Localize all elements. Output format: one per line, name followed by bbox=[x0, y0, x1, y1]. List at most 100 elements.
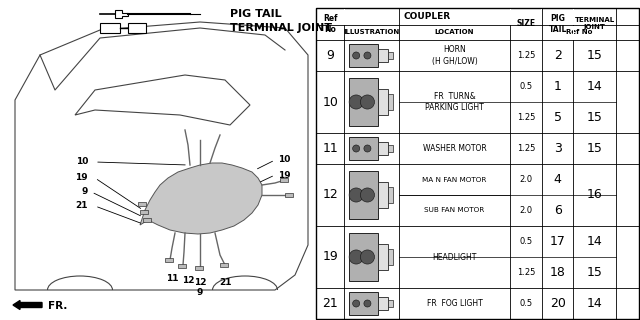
Circle shape bbox=[360, 250, 374, 264]
Text: 2: 2 bbox=[554, 49, 561, 62]
Text: 10: 10 bbox=[278, 156, 291, 164]
Text: 15: 15 bbox=[587, 49, 603, 62]
Text: SIZE: SIZE bbox=[516, 20, 536, 28]
Text: TERMINAL JOINT: TERMINAL JOINT bbox=[230, 23, 332, 33]
Text: 14: 14 bbox=[587, 80, 603, 93]
Text: ILLUSTRATION: ILLUSTRATION bbox=[344, 29, 400, 36]
Text: 11: 11 bbox=[166, 274, 179, 283]
Text: 9: 9 bbox=[326, 49, 334, 62]
Text: 17: 17 bbox=[550, 235, 566, 248]
Text: 19: 19 bbox=[76, 173, 88, 182]
Circle shape bbox=[364, 300, 371, 307]
Bar bbox=[388, 52, 393, 60]
Text: 15: 15 bbox=[587, 142, 603, 155]
Text: 19: 19 bbox=[323, 251, 338, 263]
Bar bbox=[349, 172, 378, 219]
Text: 1: 1 bbox=[554, 80, 561, 93]
Polygon shape bbox=[140, 163, 262, 234]
Text: 10: 10 bbox=[76, 157, 88, 166]
Text: 0.5: 0.5 bbox=[520, 299, 532, 308]
Text: 1.25: 1.25 bbox=[516, 268, 535, 277]
Text: COUPLER: COUPLER bbox=[404, 12, 451, 21]
Text: 9: 9 bbox=[82, 188, 88, 196]
Circle shape bbox=[349, 95, 364, 109]
Bar bbox=[349, 78, 378, 125]
Bar bbox=[100, 23, 120, 33]
Text: PIG TAIL: PIG TAIL bbox=[230, 9, 282, 19]
Text: 2.0: 2.0 bbox=[520, 175, 532, 184]
Text: 5: 5 bbox=[554, 111, 562, 124]
Bar bbox=[388, 249, 393, 265]
Bar bbox=[378, 142, 388, 155]
Bar bbox=[388, 145, 393, 152]
Text: 10: 10 bbox=[323, 95, 338, 108]
Text: 21: 21 bbox=[323, 297, 338, 310]
Text: 21: 21 bbox=[76, 202, 88, 211]
Text: Ref No: Ref No bbox=[566, 29, 592, 36]
Text: 0.5: 0.5 bbox=[520, 237, 532, 246]
Bar bbox=[285, 193, 292, 197]
Circle shape bbox=[353, 145, 360, 152]
Text: 20: 20 bbox=[550, 297, 566, 310]
Circle shape bbox=[360, 95, 374, 109]
Text: TERMINAL
JOINT: TERMINAL JOINT bbox=[575, 18, 615, 30]
Text: 3: 3 bbox=[554, 142, 561, 155]
Circle shape bbox=[349, 250, 364, 264]
Text: FR  FOG LIGHT: FR FOG LIGHT bbox=[426, 299, 483, 308]
Bar bbox=[378, 297, 388, 310]
Bar bbox=[574, 195, 616, 196]
Bar bbox=[195, 266, 202, 270]
Text: 6: 6 bbox=[554, 204, 561, 217]
Text: 12: 12 bbox=[194, 278, 206, 287]
Bar bbox=[378, 49, 388, 62]
Text: FR.: FR. bbox=[48, 301, 67, 311]
Bar bbox=[541, 9, 542, 25]
Text: MA N FAN MOTOR: MA N FAN MOTOR bbox=[422, 177, 486, 182]
Circle shape bbox=[360, 188, 374, 202]
Bar bbox=[138, 202, 145, 206]
Circle shape bbox=[364, 145, 371, 152]
Bar bbox=[378, 244, 388, 270]
Bar bbox=[349, 292, 378, 315]
Text: PIG
TAIL: PIG TAIL bbox=[548, 14, 567, 34]
Text: 21: 21 bbox=[219, 278, 231, 287]
Bar bbox=[140, 210, 147, 214]
Text: SUB FAN MOTOR: SUB FAN MOTOR bbox=[424, 207, 484, 213]
Bar bbox=[280, 178, 287, 182]
Text: 2.0: 2.0 bbox=[520, 206, 532, 215]
Text: 12: 12 bbox=[323, 188, 338, 202]
Text: 15: 15 bbox=[587, 111, 603, 124]
Text: 12: 12 bbox=[182, 276, 195, 285]
Text: 14: 14 bbox=[587, 235, 603, 248]
FancyArrow shape bbox=[13, 300, 42, 309]
Bar bbox=[388, 187, 393, 203]
Bar bbox=[220, 263, 227, 267]
Text: 19: 19 bbox=[278, 171, 291, 180]
Bar bbox=[573, 9, 574, 25]
Text: 16: 16 bbox=[587, 188, 603, 202]
Text: 1.25: 1.25 bbox=[516, 51, 535, 60]
Bar bbox=[388, 300, 393, 308]
Bar bbox=[178, 264, 186, 268]
Text: HORN
(H GH/LOW): HORN (H GH/LOW) bbox=[431, 45, 477, 66]
Text: 9: 9 bbox=[197, 288, 203, 297]
Bar bbox=[509, 9, 511, 25]
Circle shape bbox=[353, 52, 360, 59]
Text: FR  TURN&
PARKING LIGHT: FR TURN& PARKING LIGHT bbox=[425, 92, 484, 112]
Text: HEADLIGHT: HEADLIGHT bbox=[432, 252, 477, 261]
Text: 4: 4 bbox=[554, 173, 561, 186]
Bar bbox=[349, 44, 378, 67]
Polygon shape bbox=[115, 10, 128, 18]
Bar bbox=[349, 137, 378, 160]
Text: 1.25: 1.25 bbox=[516, 113, 535, 122]
Bar bbox=[378, 89, 388, 115]
Text: 14: 14 bbox=[587, 297, 603, 310]
Bar bbox=[316, 8, 639, 319]
Bar bbox=[573, 26, 574, 39]
Text: 15: 15 bbox=[587, 266, 603, 279]
Text: 1.25: 1.25 bbox=[516, 144, 535, 153]
Text: Ref
No: Ref No bbox=[323, 14, 337, 34]
Text: 11: 11 bbox=[323, 142, 338, 155]
Circle shape bbox=[364, 52, 371, 59]
Bar bbox=[143, 218, 150, 222]
